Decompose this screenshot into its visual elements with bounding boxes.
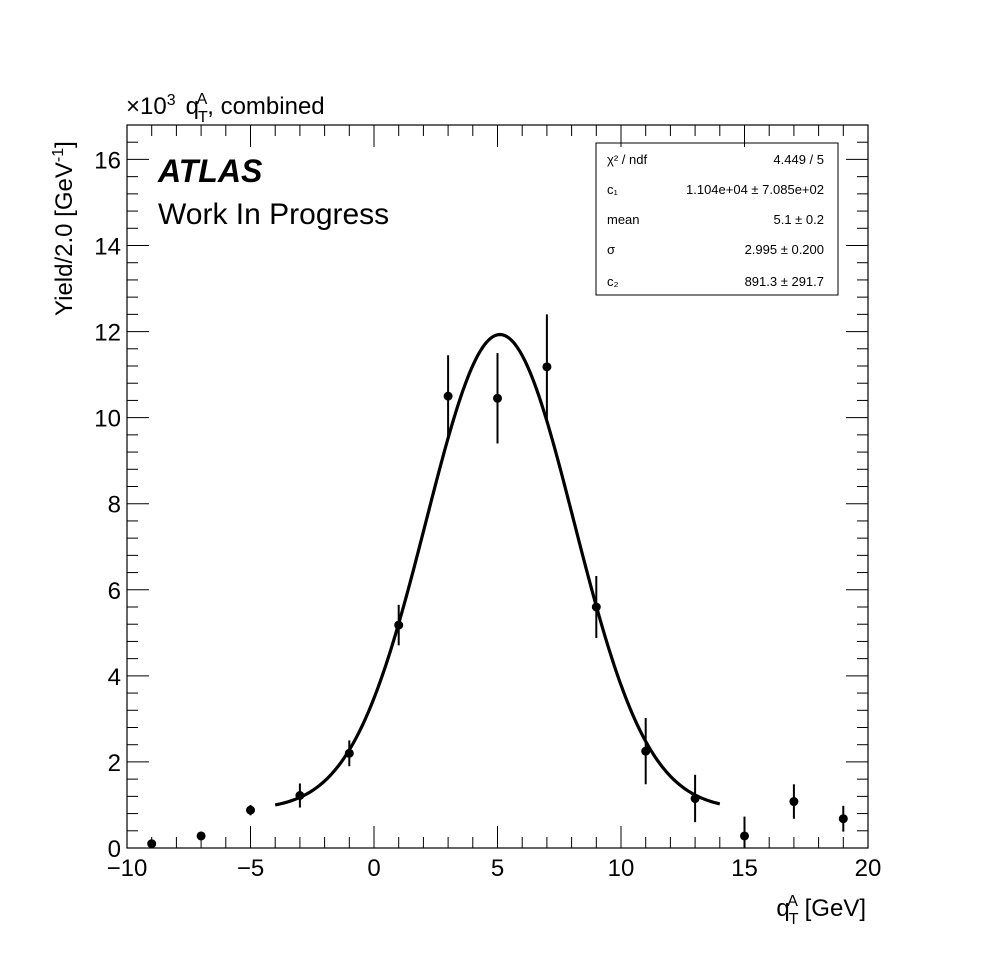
data-point [542,362,552,372]
stats-label: mean [607,212,640,227]
stats-value: 4.449 / 5 [773,152,824,167]
axes-layer: −10 −5 0 5 10 15 20 0 2 4 6 8 10 12 14 16 [94,124,882,882]
y-tick-label: 6 [108,578,121,605]
data-point [641,746,651,756]
data-point [246,805,255,815]
stats-row: c₁ 1.104e+04 ± 7.085e+02 [607,182,824,197]
atlas-sublabel: Work In Progress [158,198,389,231]
x-tick-label: −10 [107,855,148,882]
y-tick-label: 14 [94,234,121,261]
stats-box: χ² / ndf 4.449 / 5 c₁ 1.104e+04 ± 7.085e… [595,142,839,296]
stats-label: c₁ [607,182,619,197]
x-tick-label: −5 [237,855,264,882]
data-point [443,391,453,401]
stats-value: 1.104e+04 ± 7.085e+02 [686,182,824,197]
stats-value: 5.1 ± 0.2 [773,212,824,227]
stats-label: χ² / ndf [607,152,647,167]
x-tick-label: 20 [855,855,882,882]
stats-box-frame [595,142,839,296]
data-point [838,814,848,824]
y-axis-label: Yield/2.0 [GeV-1] [50,141,78,316]
atlas-label: ATLAS [157,153,263,189]
x-tick-label: 10 [608,855,635,882]
stats-row: χ² / ndf 4.449 / 5 [607,152,824,167]
data-point [690,794,700,804]
y-tick-label: 12 [94,320,121,347]
data-point [789,797,799,807]
stats-row: mean 5.1 ± 0.2 [607,212,824,227]
y-tick-label: 8 [108,492,121,519]
data-point [196,831,206,841]
stats-row: σ 2.995 ± 0.200 [607,242,824,257]
points-layer [147,314,848,849]
y-tick-label: 10 [94,406,121,433]
data-point [295,790,305,800]
x-tick-label: 0 [367,855,380,882]
data-point [147,839,157,849]
data-point [591,602,601,612]
data-point [344,748,354,758]
data-point [394,620,404,630]
data-point [493,393,502,403]
stats-label: σ [607,242,615,257]
stats-value: 2.995 ± 0.200 [745,242,824,257]
x-tick-label: 15 [731,855,758,882]
stats-row: c₂ 891.3 ± 291.7 [607,274,824,289]
y-tick-label: 0 [108,836,121,863]
x-axis-label: qTA [GeV] [776,893,866,928]
y-tick-label: 16 [94,147,121,174]
y-tick-label: 4 [108,664,121,691]
chart-title: ×103 qTA, combined [126,91,325,126]
x-tick-label: 5 [491,855,504,882]
y-tick-label: 2 [108,750,121,777]
stats-label: c₂ [607,274,619,289]
stats-value: 891.3 ± 291.7 [745,274,824,289]
data-point [740,831,749,841]
